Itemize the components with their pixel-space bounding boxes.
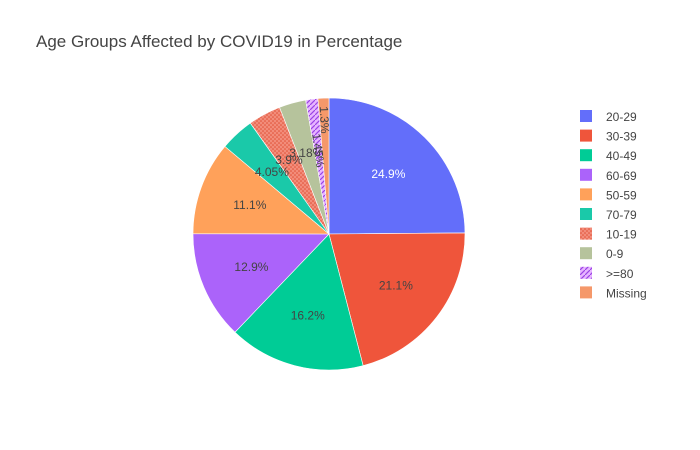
legend-label-0-9[interactable]: 0-9 [606, 247, 624, 261]
legend-swatch-40-49[interactable] [580, 149, 592, 162]
slice-label-20-29: 24.9% [371, 167, 405, 181]
pie-slice-labels: 24.9%21.1%16.2%12.9%11.1%4.05%3.9%3.18%1… [233, 106, 413, 323]
pie-slice-30-39[interactable] [328, 232, 466, 367]
legend-label-50-59[interactable]: 50-59 [606, 188, 637, 202]
legend-swatch-0-9[interactable] [580, 247, 592, 260]
legend-label-70-79[interactable]: 70-79 [606, 208, 637, 222]
slice-label-40-49: 16.2% [291, 309, 325, 323]
legend-label-10-19[interactable]: 10-19 [606, 228, 637, 242]
slice-label-10-19: 3.9% [275, 153, 303, 167]
legend-label-60-69[interactable]: 60-69 [606, 169, 637, 183]
pie-slice-50-59[interactable] [192, 146, 330, 235]
legend-swatch-20-29[interactable] [580, 110, 592, 122]
legend-label-gte-80[interactable]: >=80 [606, 267, 634, 281]
legend-label-missing[interactable]: Missing [606, 286, 647, 300]
legend-swatch-50-59[interactable] [580, 188, 592, 201]
legend-swatch-10-19[interactable] [580, 227, 592, 240]
slice-label-0-9: 3.18% [289, 146, 323, 160]
legend-swatch-60-69[interactable] [580, 168, 592, 181]
slice-label-missing: 1.3% [317, 106, 332, 134]
pie-slice-40-49[interactable] [234, 233, 364, 371]
pie-slice-missing[interactable] [317, 97, 330, 235]
legend-label-40-49[interactable]: 40-49 [606, 149, 637, 163]
legend-swatch-70-79[interactable] [580, 208, 592, 220]
legend-swatch-30-39[interactable] [580, 129, 592, 142]
pie-slices [192, 97, 466, 371]
slice-label-50-59: 11.1% [233, 198, 266, 212]
slice-label-70-79: 4.05% [255, 165, 289, 179]
legend: 20-29 30-39 40-49 60-69 50-59 70-79 10-19 0-9 >=… [580, 110, 647, 300]
legend-label-20-29[interactable]: 20-29 [606, 110, 637, 124]
legend-swatch-gte-80[interactable] [580, 266, 592, 279]
slice-label-30-39: 21.1% [379, 278, 413, 292]
slice-label-60-69: 12.9% [234, 260, 268, 274]
pie-slice-60-69[interactable] [192, 233, 330, 333]
slice-label-gte-80: 1.45% [309, 133, 327, 169]
legend-swatch-missing[interactable] [580, 286, 592, 299]
legend-label-30-39[interactable]: 30-39 [606, 130, 637, 144]
pie-slice-20-29[interactable] [328, 97, 466, 235]
chart-title: Age Groups Affected by COVID19 in Percen… [36, 32, 403, 51]
